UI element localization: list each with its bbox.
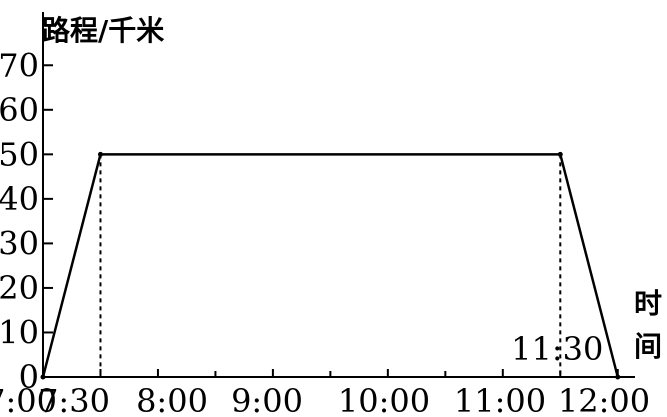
x-tick-label: 11:00 — [454, 382, 546, 417]
x-tick-label: 7:00 — [0, 382, 57, 417]
annotation-label: 11:30 — [511, 330, 603, 368]
data-point — [97, 151, 103, 157]
y-tick-label: 50 — [0, 135, 39, 173]
data-point — [40, 374, 46, 380]
data-point — [615, 374, 621, 380]
x-tick-label: 9:00 — [231, 382, 303, 417]
series-line — [41, 153, 619, 378]
y-axis-label: 路程/千米 — [42, 14, 164, 47]
x-axis-label-char-1: 时 — [634, 287, 662, 320]
x-tick-label: 10:00 — [338, 382, 430, 417]
y-tick-label: 10 — [0, 313, 39, 351]
y-tick-label: 30 — [0, 224, 39, 262]
plot-area: 0 10 20 30 40 50 60 70 7:007:30 8:00 9:00 10:00 11:0… — [0, 12, 650, 417]
y-tick-label: 70 — [0, 46, 39, 84]
x-axis-label-char-2: 间 — [634, 330, 662, 363]
y-tick-label: 40 — [0, 180, 39, 218]
data-point — [557, 151, 563, 157]
x-tick-label: 12:00 — [558, 382, 650, 417]
y-tick-label: 20 — [0, 269, 39, 307]
x-tick-label: 7:30 — [38, 382, 110, 417]
x-tick-label: 8:00 — [136, 382, 208, 417]
y-tick-label: 60 — [0, 91, 39, 129]
y-tick-label: 0 — [19, 358, 39, 396]
